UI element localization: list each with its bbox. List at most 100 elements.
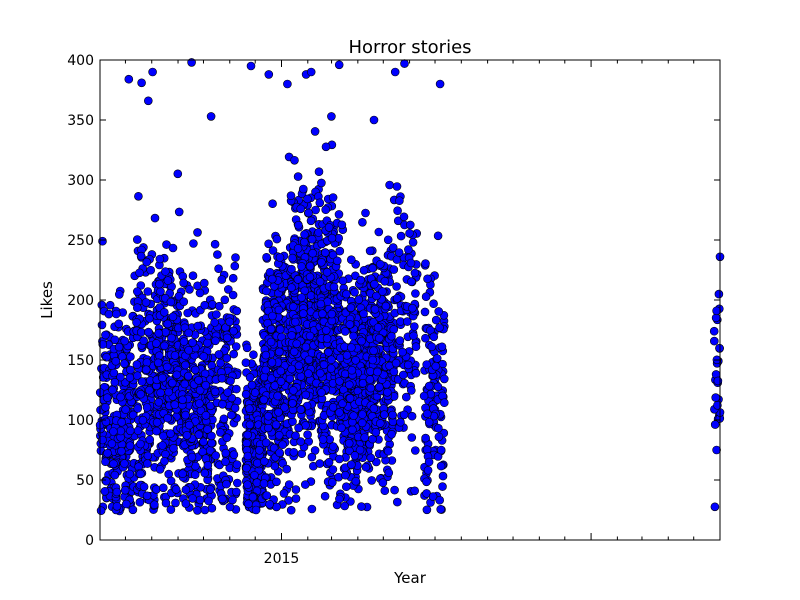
data-point [166, 297, 176, 307]
data-point [422, 477, 431, 487]
data-point [389, 265, 399, 274]
data-point [317, 178, 326, 188]
data-point [282, 464, 292, 474]
data-point [155, 254, 165, 264]
y-tick-label: 300 [67, 173, 94, 189]
data-point [160, 307, 169, 317]
data-point [374, 227, 384, 237]
data-point [265, 499, 274, 509]
data-point [173, 169, 183, 179]
data-point [283, 79, 292, 89]
data-point [349, 331, 358, 341]
data-point [266, 324, 276, 334]
data-point [120, 459, 129, 468]
data-point [315, 277, 325, 287]
data-point [356, 275, 366, 285]
data-point [160, 456, 169, 466]
data-point [293, 172, 303, 181]
data-point [398, 347, 407, 357]
data-point [223, 388, 232, 397]
data-point [229, 450, 239, 460]
data-point [218, 399, 227, 409]
data-point [407, 433, 417, 442]
data-point [321, 205, 331, 214]
data-point [137, 377, 147, 386]
data-point [433, 231, 443, 241]
data-point [345, 320, 355, 329]
data-point [195, 288, 205, 298]
data-point [316, 299, 326, 309]
data-point [305, 272, 315, 282]
data-point [101, 417, 111, 427]
data-point [342, 289, 351, 299]
data-point [335, 408, 344, 417]
data-point [434, 432, 444, 442]
data-point [207, 503, 217, 513]
data-point [245, 373, 255, 382]
data-point [210, 387, 220, 397]
data-point [96, 506, 106, 516]
data-point [136, 439, 145, 449]
data-point [408, 303, 417, 313]
data-point [144, 96, 153, 106]
data-point [128, 505, 138, 515]
data-point [109, 459, 118, 469]
data-point [103, 448, 112, 458]
data-point [315, 459, 325, 468]
data-point [306, 67, 316, 77]
data-point [126, 352, 135, 362]
data-point [141, 298, 151, 307]
data-point [374, 333, 384, 343]
data-point [344, 380, 354, 390]
data-point [203, 460, 213, 470]
y-tick-label: 0 [85, 533, 94, 549]
data-point [382, 387, 392, 397]
data-point [233, 478, 242, 488]
data-point [713, 376, 723, 386]
data-point [206, 112, 216, 121]
data-point [284, 480, 294, 489]
data-point [241, 358, 251, 368]
data-point [232, 460, 242, 469]
data-point [139, 336, 148, 346]
data-point [203, 338, 212, 348]
data-point [375, 259, 385, 269]
data-point [117, 417, 126, 427]
data-point [274, 407, 283, 417]
data-point [167, 333, 176, 343]
data-point [250, 388, 260, 397]
data-point [379, 410, 389, 419]
data-point [245, 420, 255, 430]
data-point [322, 267, 332, 277]
data-point [138, 415, 148, 425]
data-point [163, 319, 172, 329]
data-point [387, 429, 396, 439]
data-point [357, 336, 366, 346]
data-point [287, 331, 297, 340]
data-point [324, 457, 334, 467]
data-point [290, 317, 300, 327]
data-point [267, 274, 277, 284]
data-point [134, 192, 143, 201]
data-point [406, 258, 416, 268]
data-point [174, 291, 184, 301]
data-point [437, 342, 447, 352]
data-point [98, 340, 108, 349]
data-point [288, 398, 297, 408]
data-point [225, 502, 235, 512]
data-points [95, 58, 725, 516]
data-point [405, 220, 415, 230]
data-point [158, 373, 167, 383]
data-point [301, 390, 311, 400]
data-point [243, 430, 252, 440]
data-point [228, 273, 238, 283]
data-point [710, 420, 720, 429]
y-tick-label: 100 [67, 413, 94, 429]
data-point [294, 220, 303, 230]
data-point [142, 358, 152, 367]
chart-title: Horror stories [348, 37, 471, 58]
data-point [371, 427, 381, 437]
data-point [395, 196, 404, 205]
data-point [150, 213, 160, 223]
data-point [231, 342, 241, 351]
